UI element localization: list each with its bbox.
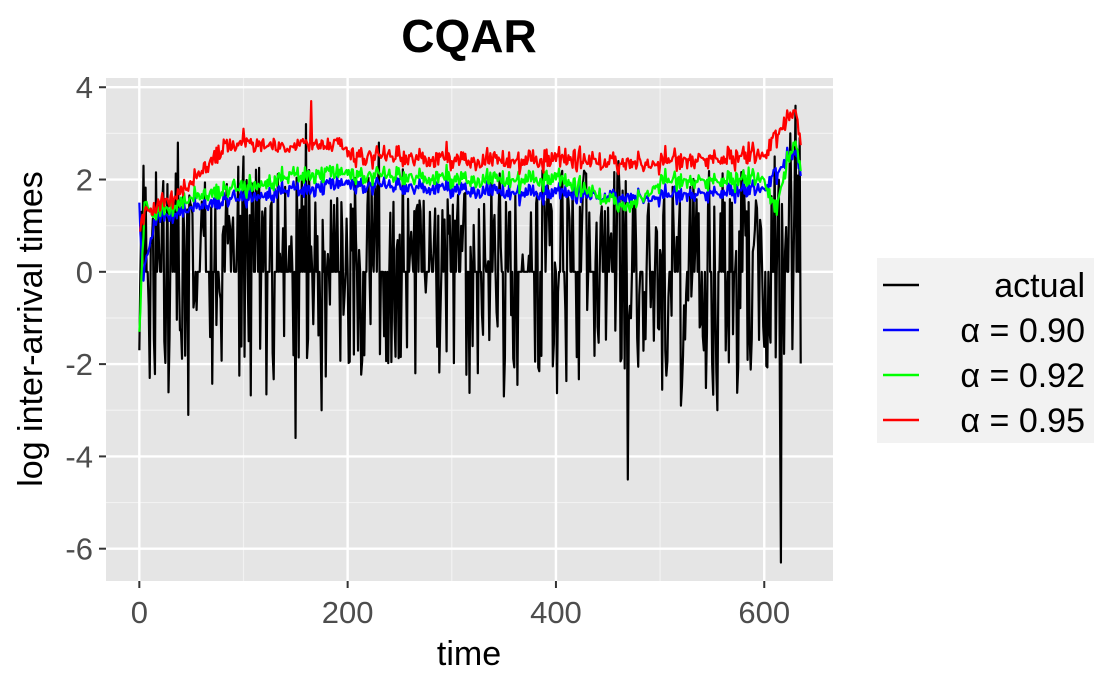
y-tick-label: -2	[65, 347, 93, 382]
axes-layer: 0 200 400 600 -6 -4 -2 0 2 4	[65, 70, 790, 630]
y-tick-label: 4	[76, 70, 93, 105]
y-tick-label: -4	[65, 439, 93, 474]
legend-label-0: actual	[994, 267, 1085, 305]
legend-label-1: α = 0.90	[960, 312, 1085, 350]
series-line-3	[138, 99, 802, 232]
series-layer	[138, 99, 802, 564]
legend-label-3: α = 0.95	[960, 402, 1085, 440]
y-axis-title: log inter-arrival times	[12, 171, 50, 487]
legend-label-2: α = 0.92	[960, 357, 1085, 395]
y-tick-label: 0	[76, 255, 93, 290]
chart-title: CQAR	[401, 10, 536, 62]
legend-background	[877, 258, 1094, 443]
series-line-0	[138, 104, 802, 564]
legend: actual α = 0.90 α = 0.92 α = 0.95	[883, 267, 1085, 440]
y-tick-label: -6	[65, 532, 93, 567]
x-tick-label: 400	[530, 595, 582, 630]
x-tick-label: 600	[738, 595, 790, 630]
series-line-2	[138, 140, 802, 332]
x-tick-label: 200	[322, 595, 374, 630]
y-tick-label: 2	[76, 163, 93, 198]
x-axis-title: time	[437, 635, 501, 673]
x-tick-label: 0	[131, 595, 148, 630]
